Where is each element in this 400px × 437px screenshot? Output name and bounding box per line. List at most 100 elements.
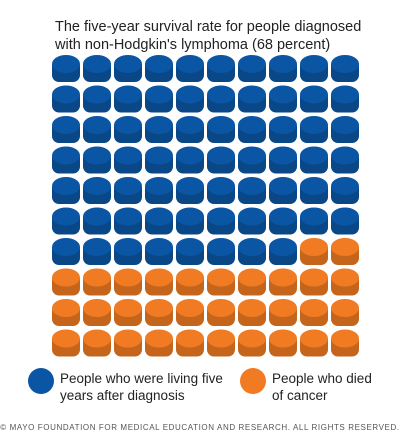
- icon-top: [207, 146, 235, 165]
- icon-top: [52, 85, 80, 104]
- icon-top: [83, 177, 111, 195]
- icon: [238, 116, 266, 143]
- icon: [52, 268, 80, 296]
- icon: [331, 146, 359, 174]
- icon-top: [176, 177, 204, 195]
- icon: [238, 329, 266, 357]
- icon: [207, 146, 235, 174]
- icon-top: [176, 268, 204, 287]
- icon: [114, 55, 142, 82]
- icon: [269, 85, 297, 113]
- icon-top: [300, 268, 328, 287]
- icon: [176, 55, 204, 82]
- icon: [52, 299, 80, 326]
- icon: [145, 268, 173, 296]
- icon-top: [269, 55, 297, 73]
- icon: [269, 55, 297, 82]
- icon: [331, 238, 359, 265]
- icon: [331, 207, 359, 235]
- icon: [176, 85, 204, 113]
- icon: [176, 116, 204, 143]
- icon-top: [176, 146, 204, 165]
- icon-top: [114, 116, 142, 134]
- icon: [83, 146, 111, 174]
- icon: [238, 55, 266, 82]
- legend-label: People who died of cancer: [272, 371, 372, 403]
- icon: [300, 329, 328, 357]
- icon-top: [52, 329, 80, 348]
- icon-top: [300, 177, 328, 195]
- icon: [176, 299, 204, 326]
- icon-top: [238, 299, 266, 317]
- icon: [145, 85, 173, 113]
- icon-top: [145, 299, 173, 317]
- icon-top: [238, 329, 266, 348]
- icon-top: [269, 299, 297, 317]
- icon-top: [269, 116, 297, 134]
- icon-top: [83, 329, 111, 348]
- icon: [52, 116, 80, 143]
- icon-top: [238, 116, 266, 134]
- icon: [83, 329, 111, 357]
- icon-top: [52, 116, 80, 134]
- icon: [238, 207, 266, 235]
- icon-top: [269, 207, 297, 226]
- icon: [300, 116, 328, 143]
- icon-top: [114, 207, 142, 226]
- icon: [300, 268, 328, 296]
- icon: [300, 55, 328, 82]
- icon: [331, 55, 359, 82]
- icon: [52, 238, 80, 265]
- icon: [238, 85, 266, 113]
- icon-top: [238, 268, 266, 287]
- icon-top: [114, 238, 142, 256]
- icon: [176, 207, 204, 235]
- icon: [114, 85, 142, 113]
- icon-top: [300, 85, 328, 104]
- icon-top: [114, 85, 142, 104]
- icon-top: [176, 85, 204, 104]
- icon: [269, 238, 297, 265]
- icon-top: [331, 146, 359, 165]
- icon-top: [145, 116, 173, 134]
- icon-top: [269, 329, 297, 348]
- icon: [83, 85, 111, 113]
- icon: [269, 116, 297, 143]
- icon-top: [331, 116, 359, 134]
- icon-top: [83, 85, 111, 104]
- icon: [145, 299, 173, 326]
- icon-top: [145, 55, 173, 73]
- icon-top: [176, 55, 204, 73]
- icon-top: [207, 329, 235, 348]
- icon-top: [52, 207, 80, 226]
- icon-top: [300, 146, 328, 165]
- icon-top: [207, 238, 235, 256]
- icon-top: [114, 299, 142, 317]
- icon: [52, 85, 80, 113]
- icon: [176, 146, 204, 174]
- icon: [83, 207, 111, 235]
- icon-top: [238, 55, 266, 73]
- icon: [331, 329, 359, 357]
- icon: [83, 177, 111, 204]
- icon: [300, 207, 328, 235]
- icon-top: [114, 146, 142, 165]
- icon: [176, 268, 204, 296]
- icon: [300, 177, 328, 204]
- icon-top: [207, 177, 235, 195]
- icon: [145, 146, 173, 174]
- icon: [176, 177, 204, 204]
- icon: [114, 329, 142, 357]
- icon: [331, 85, 359, 113]
- legend-swatch: [28, 368, 54, 394]
- icon: [114, 238, 142, 265]
- icon-top: [176, 238, 204, 256]
- icon-top: [238, 85, 266, 104]
- icon-top: [207, 299, 235, 317]
- icon: [145, 238, 173, 265]
- icon-top: [145, 146, 173, 165]
- icon: [207, 207, 235, 235]
- icon-top: [176, 116, 204, 134]
- icon-top: [207, 55, 235, 73]
